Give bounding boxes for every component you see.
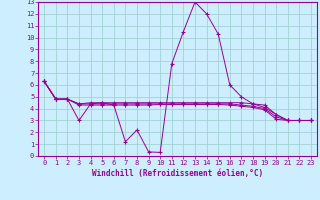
- X-axis label: Windchill (Refroidissement éolien,°C): Windchill (Refroidissement éolien,°C): [92, 169, 263, 178]
